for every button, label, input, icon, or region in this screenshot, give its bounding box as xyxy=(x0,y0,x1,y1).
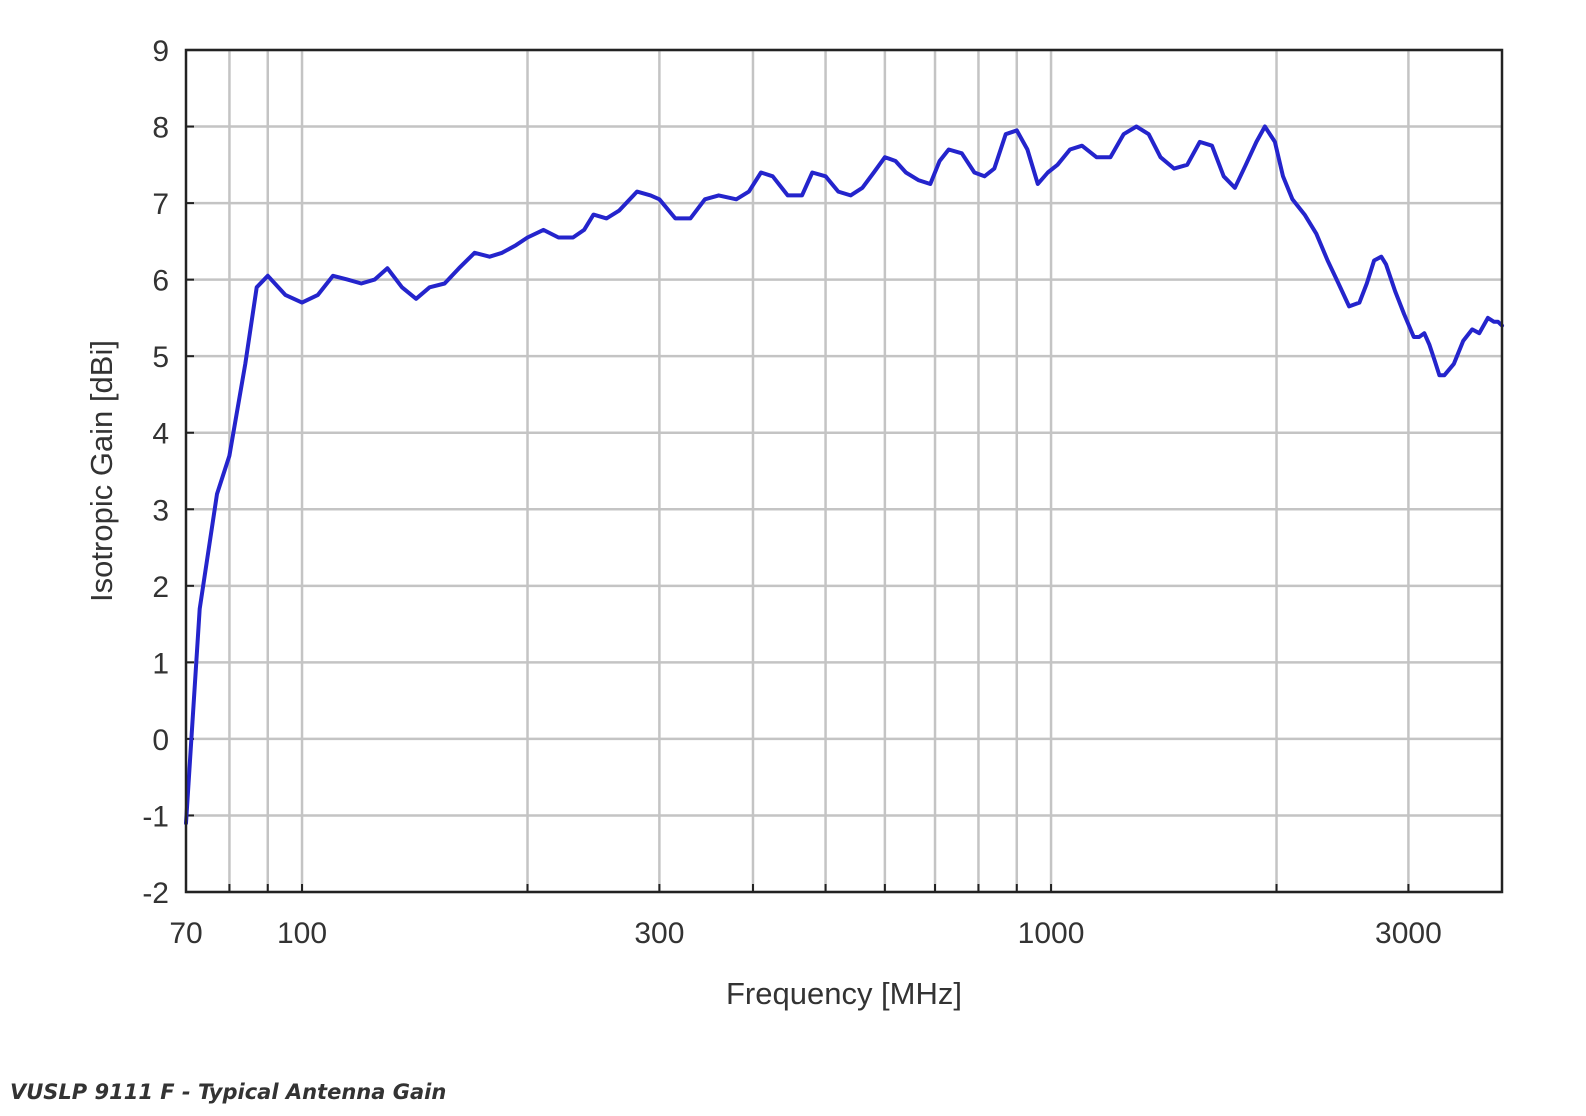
y-tick-label: 6 xyxy=(152,265,169,298)
x-tick-label: 70 xyxy=(169,917,202,950)
x-tick-labels: 70 100 300 1000 3000 xyxy=(169,884,1442,950)
y-gridlines xyxy=(186,48,1502,894)
y-tick-label: 9 xyxy=(152,35,169,68)
x-tick-label: 100 xyxy=(277,917,327,950)
y-tick-label: 2 xyxy=(152,571,169,604)
y-tick-label: 5 xyxy=(152,341,169,374)
y-tick-label: 8 xyxy=(152,112,169,145)
y-tick-label: 4 xyxy=(152,418,169,451)
y-tick-label: 3 xyxy=(152,494,169,527)
x-axis-label: Frequency [MHz] xyxy=(726,976,962,1011)
y-tick-label: -2 xyxy=(142,877,169,910)
x-tick-label: 1000 xyxy=(1018,917,1085,950)
x-tick-label: 300 xyxy=(634,917,684,950)
x-gridlines xyxy=(228,50,1410,892)
y-tick-label: 0 xyxy=(152,724,169,757)
y-tick-label: -1 xyxy=(142,800,169,833)
y-axis-label: Isotropic Gain [dBi] xyxy=(84,340,119,602)
y-tick-label: 7 xyxy=(152,188,169,221)
figure-caption: VUSLP 9111 F - Typical Antenna Gain xyxy=(10,1080,447,1104)
plot-area-border xyxy=(184,48,1504,894)
y-tick-labels: -2 -1 0 1 2 3 4 5 6 7 8 9 xyxy=(142,35,194,910)
gain-series-line xyxy=(184,124,1504,826)
y-tick-label: 1 xyxy=(152,647,169,680)
x-tick-label: 3000 xyxy=(1375,917,1442,950)
gain-chart: 70 100 300 1000 3000 -2 -1 0 1 2 3 4 5 6 7 8 9 Frequenc… xyxy=(84,35,1504,1011)
